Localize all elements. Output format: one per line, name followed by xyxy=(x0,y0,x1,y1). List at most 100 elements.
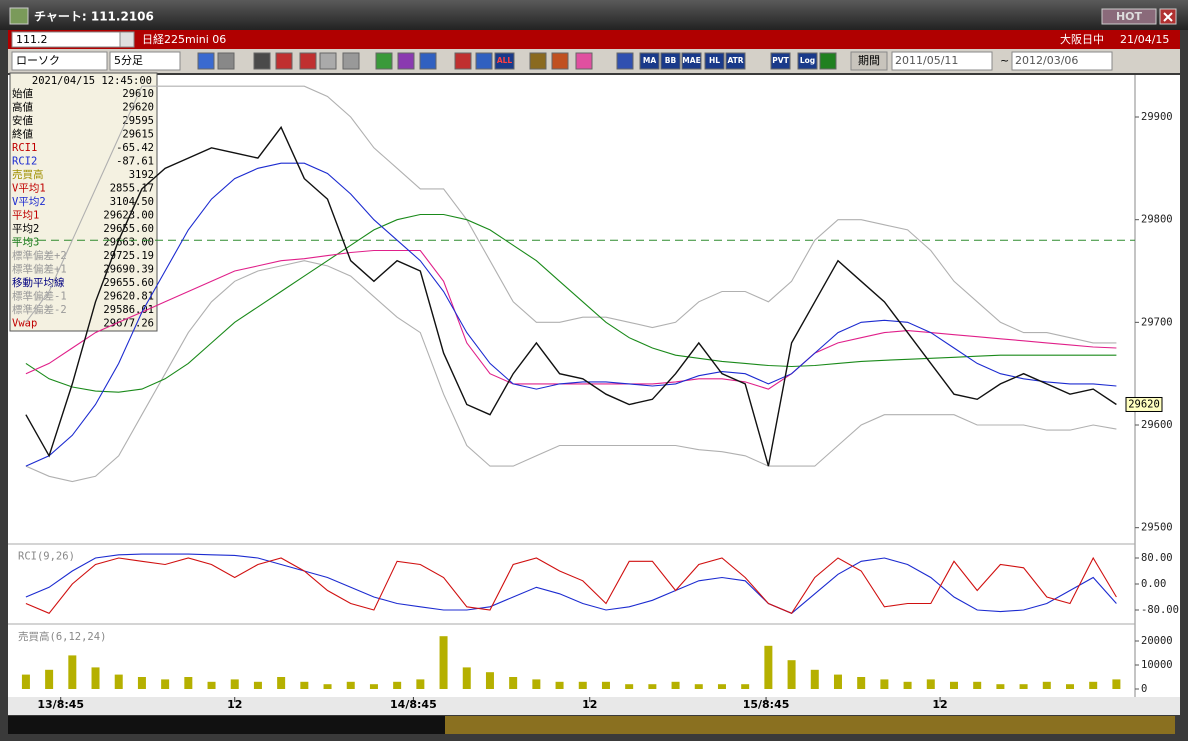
y-tick-label: 0 xyxy=(1141,683,1147,695)
toolbar-icon[interactable] xyxy=(299,52,317,70)
info-value: 29623.00 xyxy=(103,210,154,222)
toolbar-icon[interactable] xyxy=(616,52,634,70)
toolbar-button[interactable] xyxy=(770,52,791,70)
toolbar-button-label: MA xyxy=(643,56,656,65)
volume-bar xyxy=(184,677,193,689)
info-label: 平均3 xyxy=(12,237,39,249)
toolbar-icon[interactable] xyxy=(419,52,437,70)
toolbar-icon[interactable] xyxy=(342,52,360,70)
info-value: 3104.50 xyxy=(110,196,154,208)
series-line xyxy=(25,260,1117,483)
x-axis-band xyxy=(8,697,1180,715)
from-text: 2011/05/11 xyxy=(895,54,958,67)
volume-bar xyxy=(161,679,170,689)
instrument: 日経225mini 06 xyxy=(142,33,226,46)
period-label: 期間 xyxy=(858,54,880,67)
toolbar-button[interactable] xyxy=(725,52,746,70)
info-value: 2855.17 xyxy=(110,183,154,195)
period-button[interactable] xyxy=(850,51,888,71)
y-tick-label: 29600 xyxy=(1141,419,1173,431)
volume-bar xyxy=(787,660,796,689)
code-dropdown[interactable] xyxy=(119,31,135,48)
volume-bar xyxy=(439,636,448,689)
toolbar-icon[interactable] xyxy=(197,52,215,70)
info-value: 29725.19 xyxy=(103,250,154,262)
info-label: 標準偏差-2 xyxy=(12,303,67,316)
window-title: チャート: 111.2106 xyxy=(34,10,154,24)
toolbar-button[interactable] xyxy=(639,52,660,70)
series-line xyxy=(25,249,1117,390)
y-tick-label: 29500 xyxy=(1141,522,1173,534)
toolbar-icon[interactable] xyxy=(275,52,293,70)
volume-bar xyxy=(648,684,657,689)
volume-bar xyxy=(694,684,703,689)
volume-bar xyxy=(393,681,402,689)
volume-bar xyxy=(1089,681,1098,689)
y-tick-label: -80.00 xyxy=(1141,604,1179,616)
info-value: 29677.26 xyxy=(103,318,154,330)
info-label: RCI2 xyxy=(12,156,37,168)
volume-bar xyxy=(578,681,587,689)
info-value: 29655.60 xyxy=(103,277,154,289)
style-select[interactable] xyxy=(11,51,108,71)
toolbar-icon[interactable] xyxy=(217,52,235,70)
toolbar-button[interactable] xyxy=(797,52,818,70)
info-value: -65.42 xyxy=(116,142,154,154)
interval-select[interactable] xyxy=(109,51,181,71)
toolbar-button-label: ATR xyxy=(727,56,743,65)
toolbar-icon[interactable] xyxy=(475,52,493,70)
scroll-track[interactable] xyxy=(8,716,445,734)
x-tick-label: 14/8:45 xyxy=(390,698,437,711)
series-line xyxy=(25,556,1117,614)
panel-title: RCI(9,26) xyxy=(18,550,75,562)
scroll-thumb[interactable] xyxy=(445,716,1175,734)
volume-bar xyxy=(369,684,378,689)
toolbar-icon[interactable] xyxy=(319,52,337,70)
tilde: ~ xyxy=(1000,54,1009,67)
y-tick-label: 20000 xyxy=(1141,635,1173,647)
volume-bar xyxy=(1112,679,1121,689)
volume-bar xyxy=(625,684,634,689)
toolbar-button[interactable] xyxy=(704,52,725,70)
toolbar-button[interactable] xyxy=(681,52,702,70)
volume-bar xyxy=(416,679,425,689)
to-text: 2012/03/06 xyxy=(1015,54,1078,67)
panel-title: 売買高(6,12,24) xyxy=(18,630,106,643)
info-label: 平均1 xyxy=(12,210,39,222)
volume-bar xyxy=(532,679,541,689)
volume-bar xyxy=(949,681,958,689)
toolbar-button-label: BB xyxy=(665,56,677,65)
volume-bar xyxy=(207,681,216,689)
toolbar-icon[interactable] xyxy=(575,52,593,70)
toolbar-icon[interactable] xyxy=(529,52,547,70)
toolbar-icon[interactable] xyxy=(551,52,569,70)
volume-bar xyxy=(833,674,842,689)
toolbar-icon[interactable] xyxy=(253,52,271,70)
info-value: 29595 xyxy=(122,115,154,127)
style-text: ローソク xyxy=(16,54,60,67)
series-line xyxy=(25,162,1117,467)
hot-text: HOT xyxy=(1116,10,1143,23)
toolbar-icon[interactable] xyxy=(375,52,393,70)
volume-bar xyxy=(973,681,982,689)
x-tick-label: 13/8:45 xyxy=(37,698,84,711)
to-date[interactable] xyxy=(1011,51,1113,71)
info-label: 安値 xyxy=(12,114,33,127)
toolbar-button[interactable] xyxy=(660,52,681,70)
toolbar-icon[interactable] xyxy=(819,52,837,70)
toolbar-icon[interactable] xyxy=(397,52,415,70)
toolbar-button[interactable] xyxy=(494,52,515,70)
toolbar-button-label: Log xyxy=(800,56,815,65)
x-tick-label: 12 xyxy=(932,698,947,711)
panel: 0 10000 20000 13/8:45 12 14/8:45 12 15/8:45 12 売買… xyxy=(18,630,1173,711)
from-date[interactable] xyxy=(891,51,993,71)
hot-badge[interactable] xyxy=(1101,8,1157,25)
panel: 29500 29600 29700 29800 29900 29620 xyxy=(12,85,1173,534)
toolbar-icon[interactable] xyxy=(454,52,472,70)
volume-bar xyxy=(1065,684,1074,689)
info-label: 標準偏差-1 xyxy=(12,290,67,303)
volume-bar xyxy=(926,679,935,689)
info-label: 移動平均線 xyxy=(12,276,65,289)
y-tick-label: 0.00 xyxy=(1141,578,1166,590)
series-line xyxy=(25,213,1117,393)
